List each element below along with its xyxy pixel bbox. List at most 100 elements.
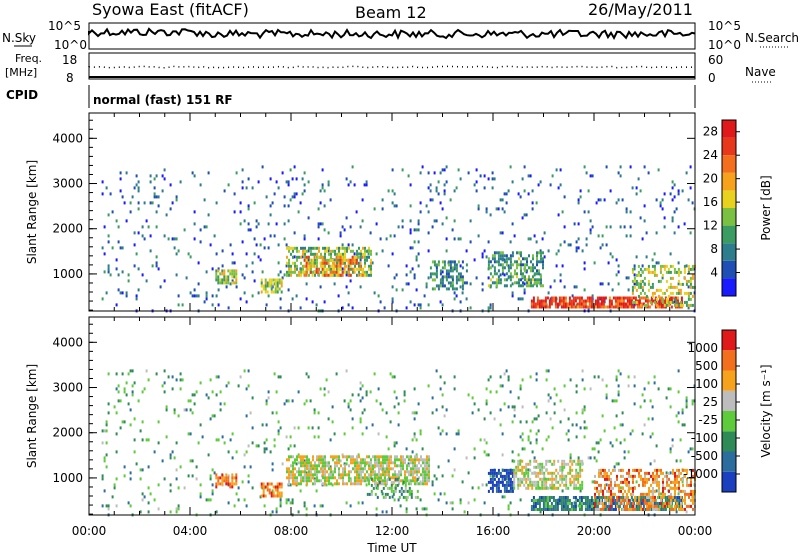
echo-cell	[519, 297, 522, 301]
echo-cell	[329, 270, 332, 274]
echo-cell	[675, 207, 678, 211]
echo-cell	[247, 207, 250, 211]
echo-cell	[588, 299, 591, 303]
echo-cell	[121, 270, 124, 274]
echo-cell	[414, 482, 416, 486]
echo-cell	[505, 474, 508, 478]
echo-cell	[229, 485, 232, 489]
y-tick-label: 2000	[52, 426, 83, 440]
echo-cell	[573, 480, 576, 484]
echo-cell	[223, 278, 226, 282]
echo-cell	[280, 494, 283, 498]
echo-cell	[311, 426, 314, 430]
echo-cell	[542, 299, 545, 303]
echo-cell	[306, 461, 308, 465]
echo-cell	[278, 278, 281, 282]
echo-cell	[225, 275, 228, 279]
echo-cell	[353, 252, 356, 256]
echo-cell	[406, 470, 408, 474]
echo-cell	[507, 489, 510, 493]
echo-cell	[662, 480, 664, 484]
echo-cell	[523, 213, 526, 217]
echo-cell	[689, 276, 692, 280]
echo-cell	[143, 201, 146, 205]
echo-cell	[327, 249, 330, 253]
echo-cell	[507, 507, 510, 511]
echo-cell	[549, 396, 552, 400]
echo-cell	[532, 305, 535, 309]
echo-cell	[532, 502, 535, 505]
echo-cell	[163, 381, 166, 385]
echo-cell	[263, 246, 266, 250]
echo-cell	[676, 474, 678, 478]
echo-cell	[316, 246, 318, 250]
echo-cell	[343, 228, 346, 232]
echo-cell	[669, 264, 672, 268]
echo-cell	[431, 480, 434, 484]
echo-cell	[225, 476, 228, 480]
echo-cell	[511, 468, 514, 472]
echo-cell	[368, 464, 370, 468]
echo-cell	[672, 468, 674, 472]
echo-cell	[319, 387, 322, 391]
echo-cell	[298, 455, 300, 459]
echo-cell	[318, 458, 320, 462]
echo-cell	[193, 393, 196, 397]
echo-cell	[599, 438, 602, 442]
echo-cell	[314, 252, 316, 256]
echo-cell	[362, 458, 364, 462]
echo-cell	[657, 261, 660, 265]
echo-cell	[597, 441, 600, 445]
echo-cell	[577, 459, 580, 463]
echo-cell	[357, 453, 360, 457]
echo-cell	[676, 504, 678, 508]
echo-cell	[321, 183, 324, 187]
echo-cell	[387, 447, 390, 451]
echo-cell	[288, 458, 290, 462]
echo-cell	[181, 303, 184, 307]
echo-cell	[568, 305, 571, 309]
echo-cell	[453, 237, 456, 241]
echo-cell	[671, 444, 674, 448]
echo-cell	[129, 210, 132, 214]
echo-cell	[475, 168, 478, 172]
echo-cell	[483, 438, 486, 442]
echo-cell	[650, 498, 652, 502]
echo-cell	[305, 270, 308, 274]
echo-cell	[610, 489, 612, 493]
echo-cell	[179, 378, 182, 382]
echo-cell	[297, 210, 300, 214]
echo-cell	[495, 390, 498, 394]
echo-cell	[270, 281, 273, 285]
echo-cell	[562, 505, 565, 508]
echo-cell	[305, 255, 308, 259]
echo-cell	[673, 183, 676, 187]
echo-cell	[219, 482, 222, 486]
echo-cell	[268, 488, 271, 492]
echo-cell	[175, 237, 178, 241]
echo-cell	[495, 483, 498, 487]
echo-cell	[622, 498, 624, 502]
echo-cell	[520, 260, 522, 264]
echo-cell	[578, 502, 581, 505]
echo-cell	[614, 299, 617, 303]
echo-cell	[449, 198, 452, 202]
echo-cell	[675, 300, 678, 304]
echo-cell	[691, 201, 694, 205]
colorbar-tick-label: 28	[703, 125, 718, 139]
echo-cell	[278, 287, 281, 291]
echo-cell	[673, 270, 676, 274]
echo-cell	[290, 464, 292, 468]
echo-cell	[431, 260, 434, 264]
echo-cell	[487, 276, 490, 280]
echo-cell	[573, 501, 576, 505]
echo-cell	[372, 486, 375, 490]
echo-cell	[336, 461, 338, 465]
echo-cell	[642, 496, 645, 499]
echo-cell	[523, 288, 526, 292]
echo-cell	[627, 450, 630, 454]
echo-cell	[235, 272, 238, 276]
echo-cell	[590, 496, 593, 499]
echo-cell	[364, 264, 366, 268]
echo-cell	[247, 177, 250, 181]
